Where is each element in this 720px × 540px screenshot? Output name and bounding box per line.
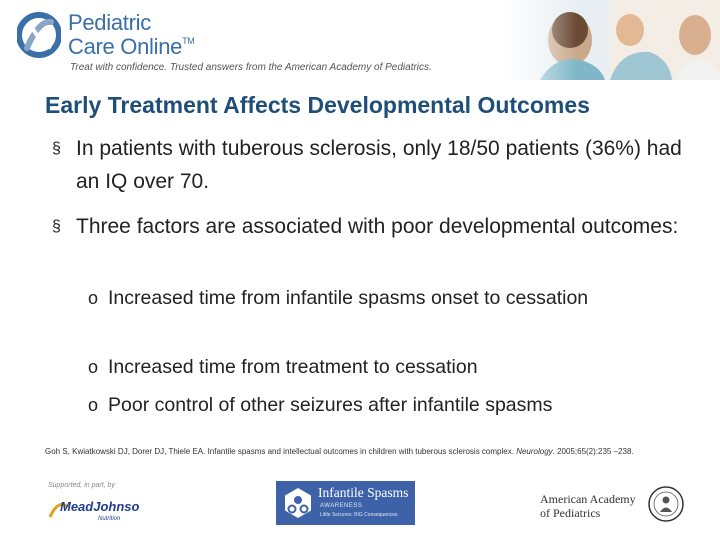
logo-text-line1: Pediatric <box>68 10 151 35</box>
aap-line2: of Pediatrics <box>540 506 601 520</box>
aap-line1: American Academy <box>540 492 636 506</box>
bullet-text: In patients with tuberous sclerosis, onl… <box>76 137 682 193</box>
citation-journal: Neurology <box>516 447 553 456</box>
bullet-item: § In patients with tuberous sclerosis, o… <box>52 132 692 198</box>
meadjohnson-logo: MeadJohnson Nutrition <box>48 499 140 522</box>
aap-logo-text: American Academy of Pediatrics <box>540 492 636 520</box>
sub-bullet-marker: o <box>88 357 99 377</box>
header: Pediatric Care OnlineTM Treat with confi… <box>0 0 720 80</box>
sub-bullet-text: Increased time from treatment to cessati… <box>108 356 478 378</box>
slide-title: Early Treatment Affects Developmental Ou… <box>45 92 590 118</box>
sub-bullet-text: Poor control of other seizures after inf… <box>108 394 553 416</box>
meadjohnson-nutrition: Nutrition <box>98 516 121 522</box>
sub-bullet-marker: o <box>88 288 99 308</box>
support-text: Supported, in part, by <box>48 482 115 489</box>
pediatric-care-logo-icon <box>17 12 61 58</box>
logo-trademark: TM <box>182 36 195 46</box>
citation: Goh S, Kwiatkowski DJ, Dorer DJ, Thiele … <box>45 445 705 458</box>
bullet-marker: § <box>52 140 61 157</box>
sub-bullet-item: o Increased time from treatment to cessa… <box>88 352 648 383</box>
meadjohnson-name: MeadJohnson <box>60 499 140 514</box>
bullet-item: § Three factors are associated with poor… <box>52 210 702 243</box>
header-photo <box>500 0 720 80</box>
infantile-spasms-awareness-logo: Infantile Spasms AWARENESS Little Seizur… <box>276 481 415 525</box>
isa-tagline: Little Seizures: BIG Consequences <box>320 512 398 518</box>
citation-volume-pages: . 2005;65(2):235 –238. <box>552 447 634 456</box>
sub-bullet-item: o Poor control of other seizures after i… <box>88 390 688 421</box>
sub-bullet-text: Increased time from infantile spasms ons… <box>108 287 589 309</box>
bullet-text: Three factors are associated with poor d… <box>76 215 679 238</box>
isa-title: Infantile Spasms <box>318 485 409 500</box>
isa-subtitle: AWARENESS <box>320 503 363 509</box>
aap-seal-icon <box>648 486 684 522</box>
molecule-icon <box>285 488 311 518</box>
citation-authors-title: Goh S, Kwiatkowski DJ, Dorer DJ, Thiele … <box>45 447 514 456</box>
tagline: Treat with confidence. Trusted answers f… <box>70 62 432 73</box>
sub-bullet-item: o Increased time from infantile spasms o… <box>88 283 628 314</box>
logo-text-line2: Care OnlineTM <box>68 34 195 59</box>
sub-bullet-marker: o <box>88 395 99 415</box>
bullet-marker: § <box>52 218 61 235</box>
